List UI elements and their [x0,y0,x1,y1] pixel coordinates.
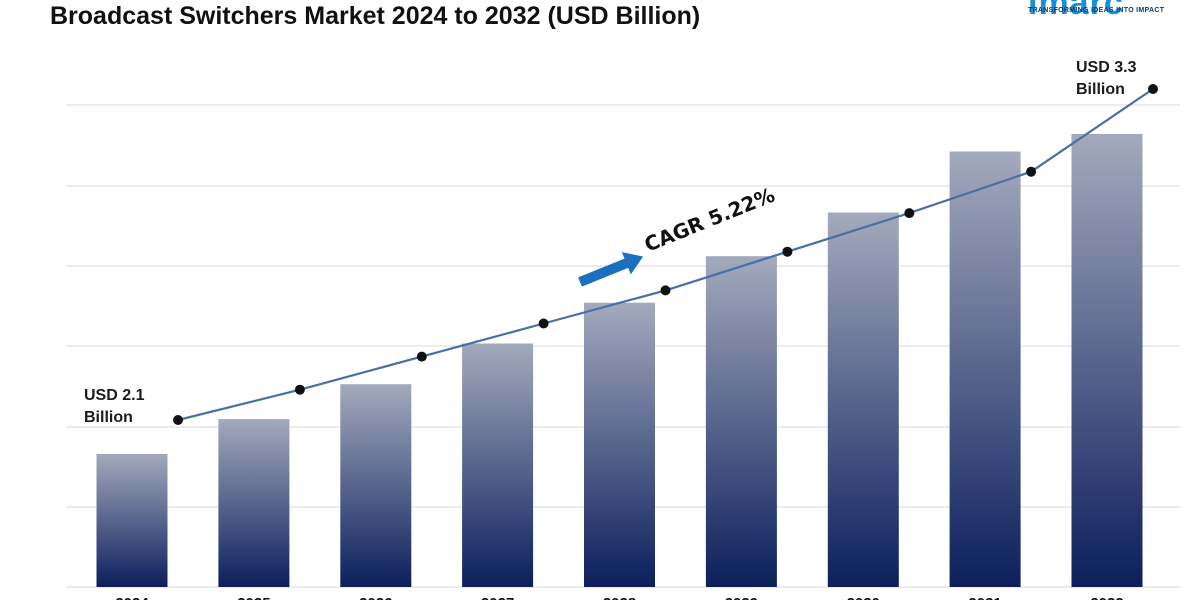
x-tick-2026: 2026 [359,595,392,600]
bar-2026 [340,384,412,587]
point-2024 [173,415,183,425]
bar-2027 [462,343,534,587]
point-2032 [1148,84,1158,94]
end-annotation: USD 3.3 Billion [1076,59,1137,98]
x-tick-2028: 2028 [603,595,636,600]
bar-2025 [218,419,290,587]
x-tick-2030: 2030 [847,595,880,600]
point-2029 [782,246,793,257]
start-annotation-line2: Billion [84,409,133,426]
point-2031 [1026,166,1037,177]
point-2028 [660,285,671,296]
imarc-logo: imarc TRANSFORMING IDEAS INTO IMPACT [1028,0,1178,32]
x-axis-ticks: 2024 2025 2026 2027 2028 2029 2030 2031 2032 [115,595,1123,600]
x-tick-2031: 2031 [968,595,1001,600]
bar-2029 [705,256,777,587]
x-tick-2032: 2032 [1090,595,1123,600]
start-annotation: USD 2.1 Billion [84,387,145,426]
cagr-arrow-icon [578,252,644,287]
bar-2030 [827,212,899,587]
start-annotation-line1: USD 2.1 [84,387,145,404]
end-annotation-line2: Billion [1076,81,1125,98]
x-tick-2025: 2025 [237,595,270,600]
x-tick-2029: 2029 [725,595,758,600]
point-2027 [538,318,549,329]
chart-title: Broadcast Switchers Market 2024 to 2032 … [50,2,701,30]
line-series [173,84,1158,425]
logo-wordmark: imarc [1028,0,1124,22]
bar-2032 [1071,134,1143,587]
point-2026 [416,351,427,362]
x-tick-2027: 2027 [481,595,514,600]
cagr-label: CAGR 5.22% [641,183,778,257]
bar-2031 [949,151,1021,587]
logo-tagline: TRANSFORMING IDEAS INTO IMPACT [1028,7,1165,14]
bar-2028 [584,302,655,587]
point-2025 [294,384,305,395]
x-tick-2024: 2024 [115,595,149,600]
bar-series [96,134,1143,587]
point-2030 [904,208,915,219]
end-annotation-line1: USD 3.3 [1076,59,1137,76]
bar-2024 [96,454,168,587]
